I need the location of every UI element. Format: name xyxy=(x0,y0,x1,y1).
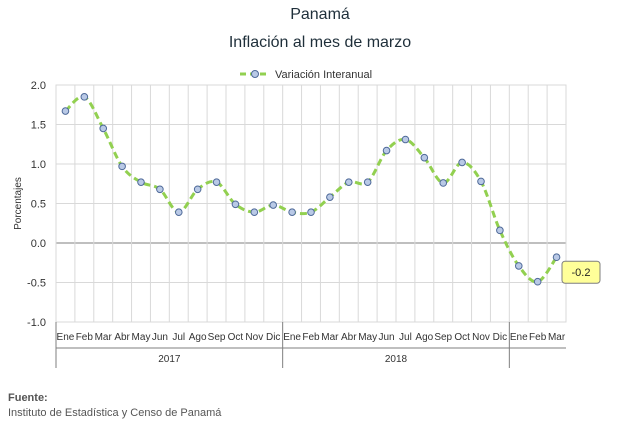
data-point xyxy=(212,178,221,186)
legend-entry: Variación Interanual xyxy=(275,69,372,81)
y-tick-label: -0.5 xyxy=(27,278,46,290)
x-tick-label: Mar xyxy=(548,332,566,343)
y-tick-label: 0.0 xyxy=(31,238,46,250)
data-point xyxy=(477,177,485,186)
data-point xyxy=(363,178,372,186)
x-tick-label: Jun xyxy=(378,332,394,343)
data-point xyxy=(269,201,278,209)
x-tick-label: Ago xyxy=(415,332,433,343)
data-point xyxy=(174,208,183,216)
data-point xyxy=(344,178,353,186)
callout: -0.2 xyxy=(561,260,601,284)
x-tick-label: May xyxy=(358,332,377,343)
legend: Variación Interanual xyxy=(240,69,372,81)
data-point xyxy=(458,158,466,167)
x-tick-label: Oct xyxy=(228,332,244,343)
data-point xyxy=(533,277,542,286)
source-text: Instituto de Estadística y Censo de Pana… xyxy=(8,407,222,419)
x-tick-label: Abr xyxy=(114,332,130,343)
series-line xyxy=(64,95,558,284)
y-tick-label: -1.0 xyxy=(27,317,46,329)
data-point xyxy=(193,185,202,194)
data-point xyxy=(231,200,240,209)
x-tick-label: Sep xyxy=(434,332,452,343)
x-tick-label: Mar xyxy=(95,332,113,343)
x-tick-label: Sep xyxy=(208,332,226,343)
callout-label: -0.2 xyxy=(572,267,591,279)
axes xyxy=(55,84,567,368)
x-tick-label: Nov xyxy=(245,332,263,343)
data-point xyxy=(496,226,504,235)
y-tick-label: 1.0 xyxy=(31,159,46,171)
x-tick-label: Ene xyxy=(283,332,301,343)
x-tick-label: Ene xyxy=(510,332,528,343)
data-point xyxy=(61,107,70,115)
year-group-label: 2018 xyxy=(385,354,408,365)
x-tick-label: Feb xyxy=(302,332,320,343)
y-tick-label: 2.0 xyxy=(31,80,46,92)
data-point xyxy=(156,185,164,194)
x-tick-label: May xyxy=(132,332,151,343)
source-label: Fuente: xyxy=(8,392,48,404)
x-tick-label: Oct xyxy=(454,332,470,343)
x-tick-label: Jul xyxy=(172,332,185,343)
data-point xyxy=(552,253,561,262)
data-point xyxy=(420,153,429,162)
data-point xyxy=(250,208,259,216)
data-point xyxy=(439,179,448,187)
y-tick-label: 1.5 xyxy=(31,120,46,132)
x-tick-label: Ago xyxy=(189,332,207,343)
x-tick-label: Jun xyxy=(152,332,168,343)
x-tick-label: Abr xyxy=(341,332,357,343)
chart-title: Inflación al mes de marzo xyxy=(228,34,412,51)
data-point xyxy=(326,193,334,201)
data-point xyxy=(118,162,126,171)
x-tick-label: Dic xyxy=(266,332,280,343)
x-tick-label: Nov xyxy=(472,332,490,343)
year-group-label: 2017 xyxy=(158,354,181,365)
x-tick-label: Feb xyxy=(76,332,94,343)
x-tick-label: Mar xyxy=(321,332,339,343)
x-tick-label: Ene xyxy=(57,332,75,343)
data-point xyxy=(401,135,410,144)
legend-marker-swatch xyxy=(251,70,259,78)
data-points xyxy=(61,93,561,286)
y-tick-label: 0.5 xyxy=(31,199,46,211)
data-point xyxy=(137,178,145,186)
data-point xyxy=(514,262,523,270)
x-tick-label: Feb xyxy=(529,332,547,343)
y-axis-title: Porcentajes xyxy=(13,177,24,230)
plot-frame xyxy=(55,84,567,323)
data-point xyxy=(99,124,108,133)
series-line-path xyxy=(64,95,558,284)
data-point xyxy=(288,208,296,216)
data-point xyxy=(382,146,391,155)
data-point xyxy=(307,208,315,216)
x-tick-label: Jul xyxy=(399,332,412,343)
x-tick-label: Dic xyxy=(493,332,507,343)
data-point xyxy=(80,93,89,101)
callout-box xyxy=(561,260,601,284)
country-title: Panamá xyxy=(290,6,350,23)
